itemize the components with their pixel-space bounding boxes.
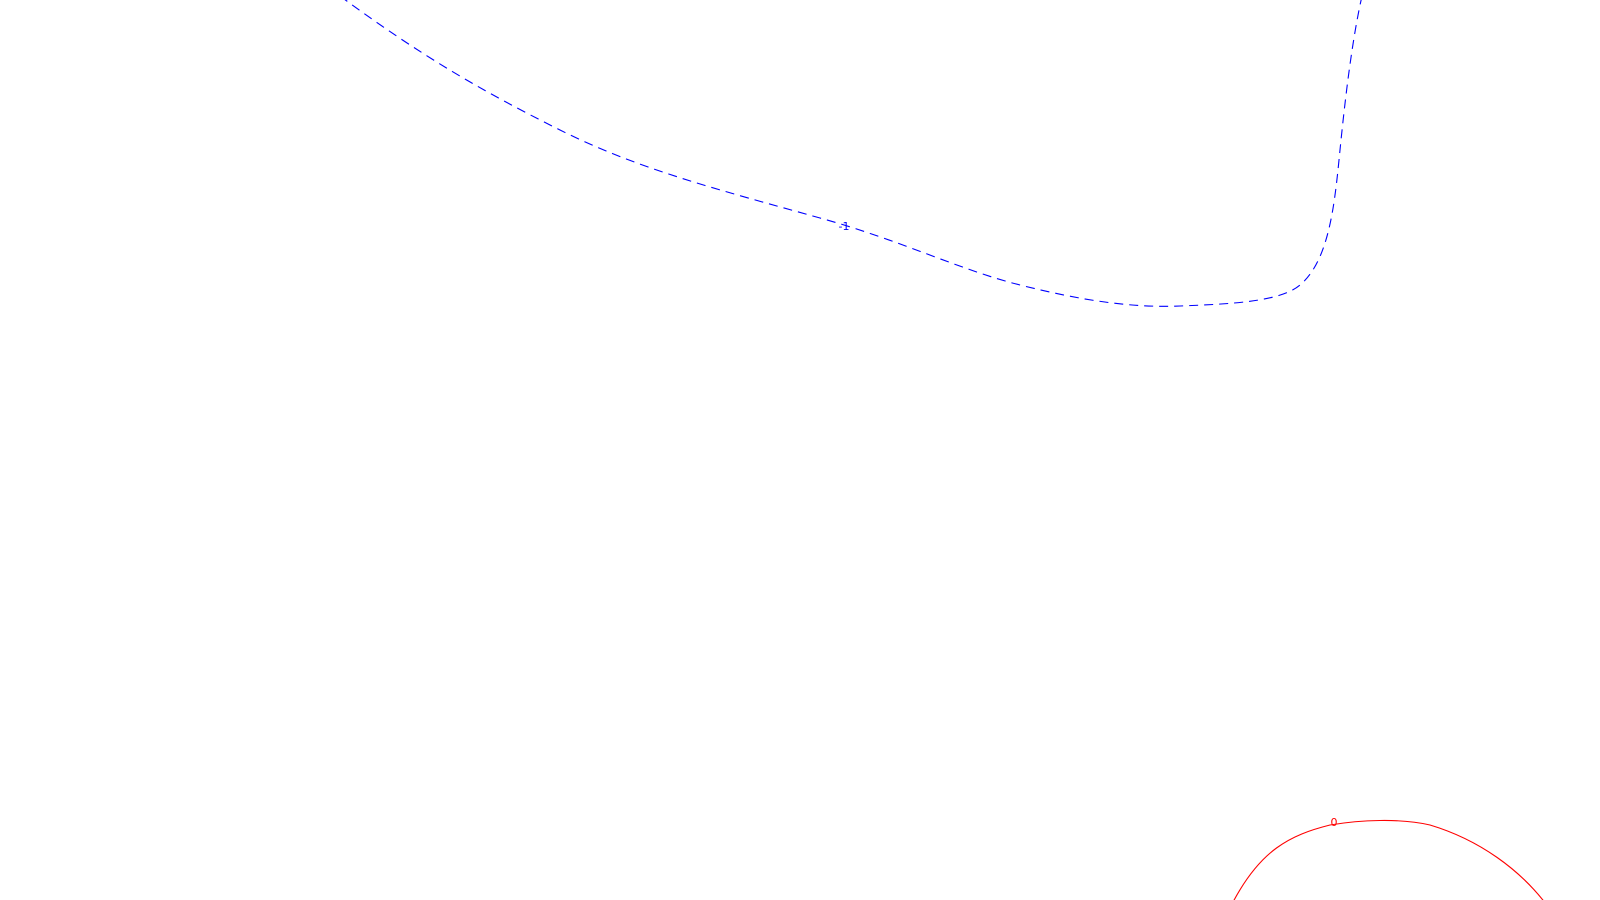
contour-line-0: [1233, 819, 1544, 900]
contour-label-minus-1: -1: [839, 220, 850, 233]
contour-label-0: 0: [1331, 816, 1338, 829]
contour-line-minus-1: [344, 0, 1362, 307]
